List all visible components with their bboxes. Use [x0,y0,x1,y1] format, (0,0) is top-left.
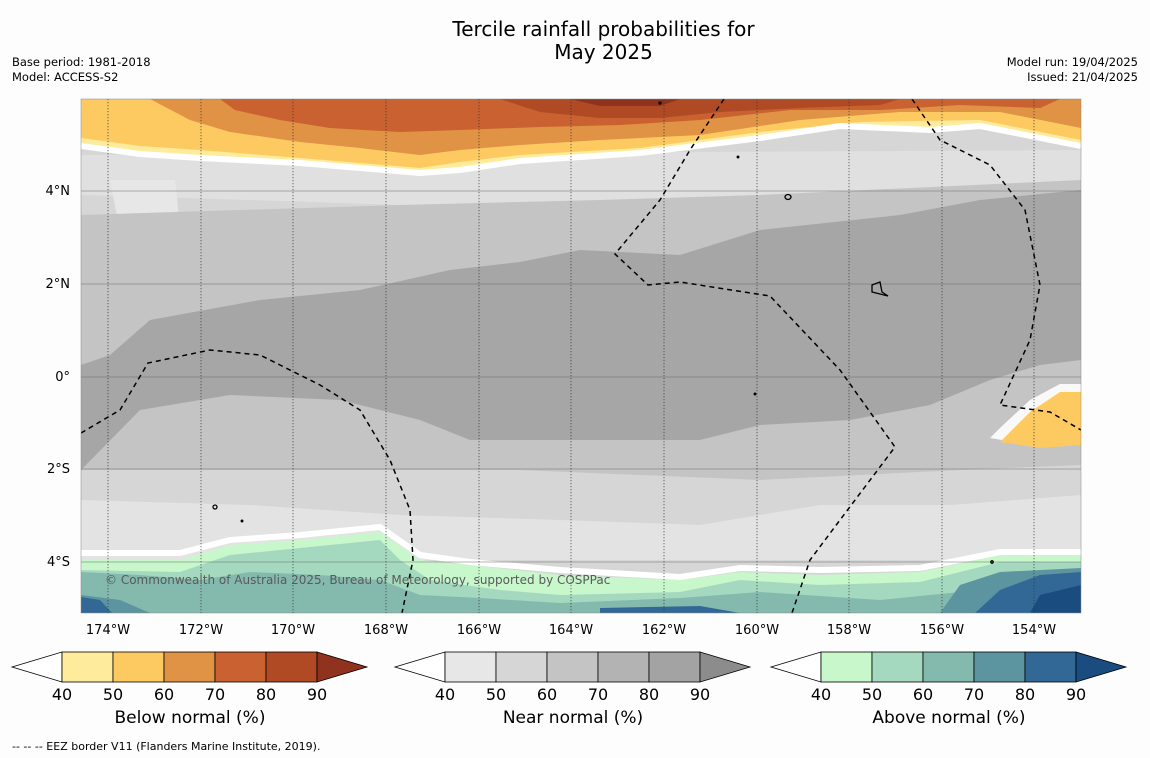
colorbar-above-segment [973,651,1026,683]
boundary-white-bottom [81,523,1081,581]
title-line-2: May 2025 [554,40,653,64]
above-normal-80-region [81,572,1081,613]
colorbar-below-tick-label: 90 [307,685,327,704]
island-1 [784,193,792,201]
island-4 [240,519,244,523]
colorbar-above-segment [922,651,975,683]
colorbar-near-tick-label: 90 [690,685,710,704]
colorbar-below-tick-label: 80 [256,685,276,704]
lat-label-0: 0° [55,370,70,385]
colorbar-near-tick-label: 50 [486,685,506,704]
colorbar-below-segment [214,651,267,683]
colorbar-below-tick-label: 60 [154,685,174,704]
colorbar-below-segment [163,651,216,683]
map-frame [80,98,1082,614]
colorbar-title-below: Below normal (%) [114,708,266,728]
colorbar-title-near: Near normal (%) [502,708,644,728]
above-normal-60-region [81,570,1081,613]
lat-label-2s: 2°S [47,462,70,477]
colorbar-near-segment [495,651,548,683]
colorbar-above-tick-label: 80 [1015,685,1035,704]
colorbar-near-segment [597,651,650,683]
colorbar-above-segment [820,651,873,683]
lon-label-174w: 174°W [86,623,130,638]
meta-left: Base period: 1981-2018 Model: ACCESS-S2 [12,55,151,85]
colorbar-below-segment [112,651,165,683]
colorbar-near-tick-label: 80 [639,685,659,704]
probability-map: © Commonwealth of Australia 2025, Bureau… [81,99,1081,613]
lon-label-156w: 156°W [920,623,964,638]
lat-label-2n: 2°N [46,277,71,292]
colorbar-below: 40 50 60 70 80 90 [10,651,369,704]
colorbar-above-low-extension [769,651,822,683]
colorbar-below-segment [265,651,318,683]
colorbar-near-high-extension [699,651,752,683]
model-label: Model: ACCESS-S2 [12,70,119,84]
colorbar-near-segment [648,651,701,683]
colorbar-above-tick-label: 90 [1066,685,1086,704]
lon-label-162w: 162°W [642,623,686,638]
lon-label-172w: 172°W [179,623,223,638]
eez-borders [81,99,1081,613]
island-7 [753,392,757,396]
eez-footnote: -- -- -- EEZ border V11 (Flanders Marine… [12,740,321,753]
colorbar-above-tick-label: 70 [964,685,984,704]
island-5 [658,101,662,105]
colorbar-above: 40 50 60 70 80 90 [769,651,1128,704]
colorbar-near-low-extension [393,651,446,683]
boundary-white-east [990,384,1081,440]
colorbar-near-tick-label: 60 [537,685,557,704]
colorbar-below-tick-label: 40 [52,685,72,704]
model-run-label: Model run: 19/04/2025 [1006,55,1138,69]
colorbar-below-tick-label: 70 [205,685,225,704]
colorbar-above-tick-label: 60 [913,685,933,704]
meta-right: Model run: 19/04/2025 Issued: 21/04/2025 [1007,55,1138,85]
colorbar-below-low-extension [10,651,63,683]
colorbar-above-segment [871,651,924,683]
colorbar-near-tick-label: 70 [588,685,608,704]
colorbar-below-segment [61,651,114,683]
below-normal-east-patch [1000,390,1081,448]
island-8 [990,560,994,564]
base-period-label: Base period: 1981-2018 [12,55,151,69]
colorbar-above-high-extension [1075,651,1128,683]
above-normal-90-region [1030,585,1081,613]
island-3 [212,504,218,510]
lon-label-158w: 158°W [827,623,871,638]
longitude-labels: 174°W 172°W 170°W 168°W 166°W 164°W 162°… [86,623,1056,638]
latitude-labels: 4°N 2°N 0° 2°S 4°S [46,184,71,570]
lon-label-168w: 168°W [364,623,408,638]
copyright-text: © Commonwealth of Australia 2025, Bureau… [105,573,610,587]
colorbar-above-segment [1024,651,1077,683]
boundary-white-top [81,122,1081,177]
colorbar-below-tick-label: 50 [103,685,123,704]
colorbar-near: 40 50 60 70 80 90 [393,651,752,704]
colorbar-above-tick-label: 40 [811,685,831,704]
lon-label-154w: 154°W [1012,623,1056,638]
title-line-1: Tercile rainfall probabilities for [452,17,755,41]
island-6 [736,155,740,159]
lat-label-4s: 4°S [47,555,70,570]
near-normal-80-region [81,190,1081,470]
lon-label-164w: 164°W [549,623,593,638]
lon-label-166w: 166°W [457,623,501,638]
colorbar-title-above: Above normal (%) [872,708,1026,728]
colorbar-below-high-extension [316,651,369,683]
colorbar-near-segment [546,651,599,683]
issued-label: Issued: 21/04/2025 [1027,70,1138,84]
colorbars: 40 50 60 70 80 90 40 50 60 70 80 90 40 50 60 70 80 90 [10,651,1128,704]
islands [212,101,994,564]
lon-label-160w: 160°W [735,623,779,638]
chart-title: Tercile rainfall probabilities for May 2… [0,18,1150,64]
colorbar-near-segment [444,651,497,683]
colorbar-near-tick-label: 40 [435,685,455,704]
lat-label-4n: 4°N [46,184,71,199]
lon-label-170w: 170°W [271,623,315,638]
below-normal-90-region [570,99,680,106]
colorbar-above-tick-label: 50 [862,685,882,704]
island-2 [871,281,889,297]
latitude-gridlines [81,190,1081,563]
